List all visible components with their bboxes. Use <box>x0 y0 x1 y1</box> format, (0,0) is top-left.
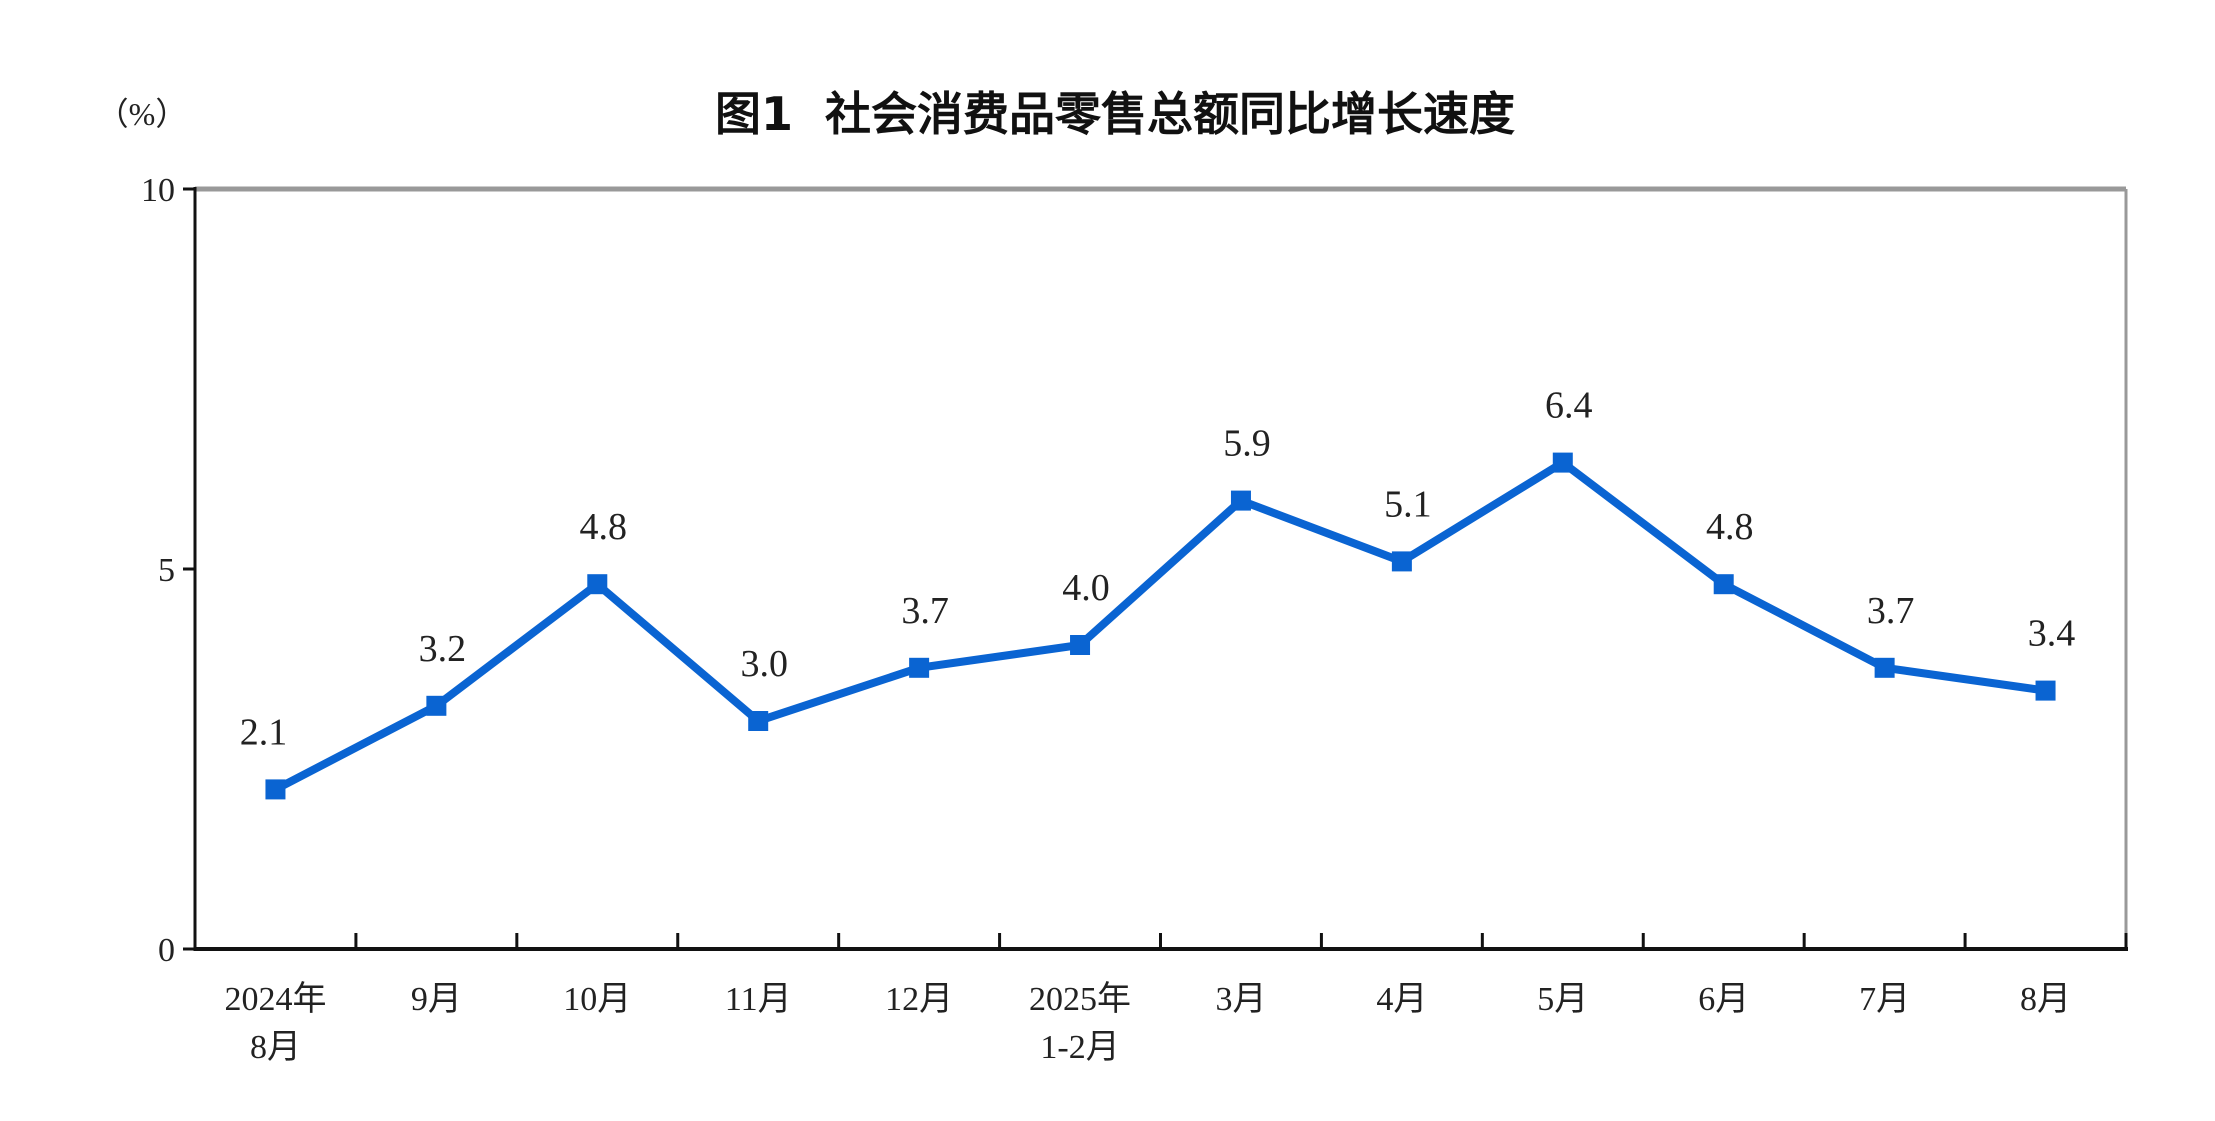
data-point <box>909 657 930 678</box>
series-line <box>273 457 2047 793</box>
y-tick-label: 10 <box>141 172 175 209</box>
x-tick-label: 10月 <box>563 981 631 1018</box>
data-point <box>426 695 447 716</box>
data-label: 4.0 <box>1062 567 1110 609</box>
x-tick-label: 8月 <box>250 1029 301 1066</box>
data-point <box>587 574 608 595</box>
x-tick-label: 11月 <box>725 981 792 1018</box>
data-label: 3.2 <box>419 628 467 670</box>
data-label: 3.7 <box>1867 590 1915 632</box>
data-label: 5.1 <box>1384 483 1432 525</box>
y-tick-label: 5 <box>158 552 175 589</box>
x-tick-label: 4月 <box>1376 981 1427 1018</box>
x-tick-label: 3月 <box>1215 981 1266 1018</box>
data-label: 3.4 <box>2028 613 2076 655</box>
data-label: 3.0 <box>740 643 788 685</box>
data-label: 5.9 <box>1223 423 1271 465</box>
x-tick-label: 7月 <box>1859 981 1910 1018</box>
data-point <box>1230 490 1251 511</box>
y-axis-unit: （%） <box>97 96 188 132</box>
data-label: 2.1 <box>240 711 288 753</box>
data-point <box>1070 635 1091 655</box>
data-label: 3.7 <box>901 590 949 632</box>
data-point <box>1391 551 1412 572</box>
y-tick-label: 0 <box>158 932 175 969</box>
data-point <box>1552 452 1573 473</box>
x-tick-label: 6月 <box>1698 981 1749 1018</box>
x-tick-label: 5月 <box>1537 981 1588 1018</box>
x-tick-label: 8月 <box>2020 981 2071 1018</box>
x-tick-label: 2024年 <box>224 980 326 1018</box>
x-tick-label: 12月 <box>885 981 953 1018</box>
data-point <box>748 711 769 731</box>
chart-title: 图1 社会消费品零售总额同比增长速度 <box>715 87 1515 141</box>
data-point <box>1874 657 1895 678</box>
data-label: 4.8 <box>580 506 628 548</box>
data-label: 4.8 <box>1706 506 1754 548</box>
x-tick-label: 2025年 <box>1029 980 1131 1018</box>
data-point <box>1713 574 1734 595</box>
data-point <box>2035 680 2056 701</box>
x-tick-label: 9月 <box>411 981 462 1018</box>
data-point <box>265 779 286 800</box>
data-label: 6.4 <box>1545 385 1593 427</box>
x-tick-label: 1-2月 <box>1040 1029 1119 1066</box>
